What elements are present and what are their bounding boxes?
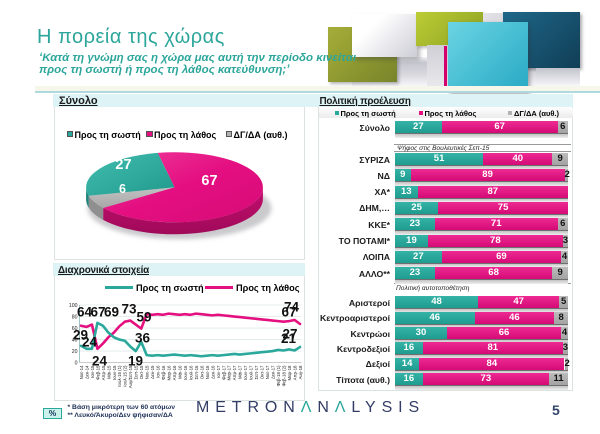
svg-text:74: 74	[283, 300, 299, 315]
svg-text:60: 60	[71, 326, 77, 332]
svg-text:Νοε-17: Νοε-17	[265, 365, 270, 379]
svg-text:Μαρ-17: Μαρ-17	[226, 365, 231, 381]
svg-text:Ιουλ-15 (2): Ιουλ-15 (2)	[122, 365, 127, 387]
svg-text:Μαρ-16: Μαρ-16	[166, 365, 171, 381]
svg-text:Μάι-16: Μάι-16	[177, 365, 182, 379]
svg-text:Νοε-16: Νοε-16	[204, 365, 209, 379]
svg-text:19: 19	[127, 354, 142, 369]
svg-text:Δεκ-17: Δεκ-17	[270, 365, 275, 379]
svg-text:Ιαν-16: Ιαν-16	[155, 365, 160, 378]
svg-text:Φεβ-16: Φεβ-16	[161, 365, 166, 380]
svg-text:24: 24	[91, 354, 107, 369]
svg-text:Ιαν-17: Ιαν-17	[215, 365, 220, 378]
svg-text:Σεπ-16: Σεπ-16	[193, 365, 198, 380]
svg-text:Δεκ-16: Δεκ-16	[210, 365, 215, 379]
svg-text:Ιουλ-17: Ιουλ-17	[248, 365, 253, 380]
svg-text:36: 36	[134, 331, 150, 346]
svg-text:Δεκ-15: Δεκ-15	[150, 365, 155, 379]
svg-text:Μαρ-18: Μαρ-18	[286, 365, 291, 381]
svg-text:69: 69	[103, 305, 118, 320]
svg-text:Φεβ-15: Φεβ-15	[95, 365, 100, 380]
svg-text:0: 0	[74, 360, 77, 366]
svg-text:100: 100	[68, 303, 77, 309]
svg-text:27: 27	[282, 327, 297, 342]
svg-text:Φεβ-18 (1): Φεβ-18 (1)	[276, 365, 281, 386]
svg-text:Ιαν-15: Ιαν-15	[89, 365, 94, 378]
svg-text:Νοε-14: Νοε-14	[78, 365, 83, 379]
svg-text:Φεβ-18 (2): Φεβ-18 (2)	[281, 365, 286, 386]
svg-text:Οκτ-17: Οκτ-17	[259, 365, 264, 379]
svg-text:Ιουν-15: Ιουν-15	[111, 365, 116, 380]
svg-text:29: 29	[72, 328, 87, 343]
svg-text:Σεπ-15: Σεπ-15	[133, 365, 138, 380]
svg-text:Απρ-17: Απρ-17	[232, 365, 237, 380]
svg-text:67: 67	[281, 305, 296, 320]
svg-text:6: 6	[119, 182, 126, 196]
svg-text:Δεκ-14: Δεκ-14	[84, 365, 89, 379]
svg-text:Αυγ/Σεπ-15: Αυγ/Σεπ-15	[128, 365, 133, 388]
svg-text:Μάι-17: Μάι-17	[237, 365, 242, 379]
svg-text:Ιουλ-15 (1): Ιουλ-15 (1)	[117, 365, 122, 387]
svg-text:Ιουν-16: Ιουν-16	[182, 365, 187, 380]
svg-text:73: 73	[121, 302, 137, 317]
svg-text:Απρ-15: Απρ-15	[100, 365, 105, 380]
svg-text:Απρ-16: Απρ-16	[171, 365, 176, 380]
svg-text:Σεπ-17: Σεπ-17	[254, 365, 259, 380]
svg-text:Αυγ-18: Αυγ-18	[297, 365, 302, 379]
svg-text:67: 67	[90, 305, 105, 320]
svg-text:Ιουλ-16: Ιουλ-16	[188, 365, 193, 380]
svg-text:67: 67	[201, 173, 217, 189]
svg-text:Φεβ-17: Φεβ-17	[221, 365, 226, 380]
svg-text:64: 64	[76, 305, 92, 320]
svg-text:40: 40	[71, 337, 77, 343]
svg-text:27: 27	[115, 157, 131, 173]
svg-text:21: 21	[280, 331, 296, 346]
svg-text:Οκτ-15: Οκτ-15	[139, 365, 144, 379]
svg-text:Οκτ-16: Οκτ-16	[199, 365, 204, 379]
svg-text:59: 59	[136, 310, 151, 325]
svg-text:Μάι-15: Μάι-15	[106, 365, 111, 379]
svg-text:Απρ-18: Απρ-18	[292, 365, 297, 380]
svg-text:80: 80	[71, 314, 77, 320]
svg-text:Ιουν-17: Ιουν-17	[243, 365, 248, 380]
svg-text:24: 24	[81, 335, 97, 350]
svg-text:Νοε-15: Νοε-15	[144, 365, 149, 379]
svg-text:20: 20	[71, 349, 77, 355]
